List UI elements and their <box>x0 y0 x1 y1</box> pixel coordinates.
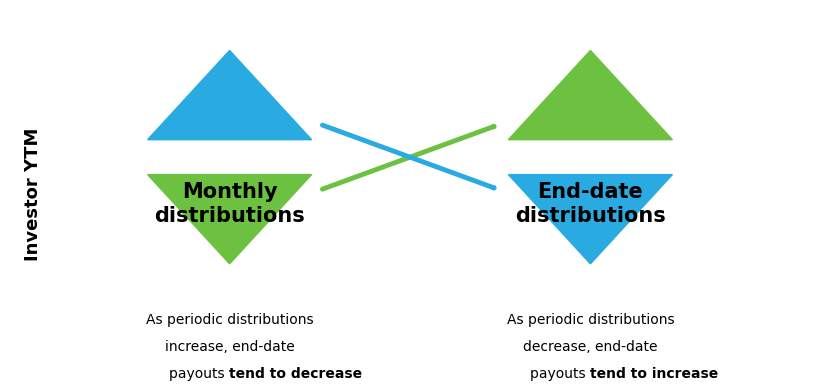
Polygon shape <box>508 175 672 264</box>
Text: As periodic distributions: As periodic distributions <box>506 313 673 327</box>
Text: decrease, end-date: decrease, end-date <box>523 340 657 354</box>
Text: tend to decrease: tend to decrease <box>229 367 361 381</box>
Polygon shape <box>147 50 311 140</box>
Text: Investor YTM: Investor YTM <box>24 127 42 261</box>
Polygon shape <box>147 175 311 264</box>
Text: Monthly
distributions: Monthly distributions <box>154 182 305 226</box>
Text: End-date
distributions: End-date distributions <box>514 182 665 226</box>
Text: tend to increase: tend to increase <box>589 367 717 381</box>
Text: As periodic distributions: As periodic distributions <box>146 313 313 327</box>
Text: increase, end-date: increase, end-date <box>165 340 294 354</box>
Text: payouts: payouts <box>529 367 589 381</box>
Polygon shape <box>508 50 672 140</box>
Text: payouts: payouts <box>169 367 229 381</box>
